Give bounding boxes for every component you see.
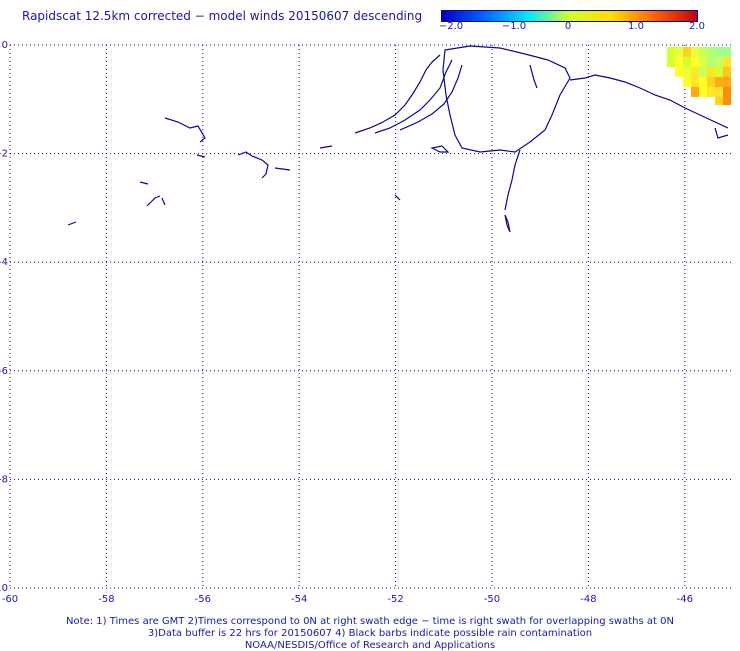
note-line-2: 3)Data buffer is 22 hrs for 20150607 4) … (147, 628, 593, 639)
y-tick-label: -8 (0, 474, 8, 485)
tick-labels: -60 -58 -56 -54 -52 -50 -48 -46 0 -2 -4 -6 -8 -10 (0, 40, 693, 605)
y-tick-label: -10 (0, 583, 8, 594)
gridlines (9, 44, 733, 589)
coastlines (67, 45, 729, 233)
x-tick-label: -60 (2, 594, 18, 605)
x-tick-label: -58 (98, 594, 114, 605)
colorbar-label: −2.0 (438, 21, 464, 32)
y-tick-label: 0 (2, 40, 8, 51)
y-tick-label: -4 (0, 257, 8, 268)
wind-difference-swath (667, 47, 731, 105)
y-tick-label: -6 (0, 366, 8, 377)
colorbar-label: 1.0 (628, 21, 644, 32)
colorbar-label: −1.0 (501, 21, 527, 32)
chart-title: Rapidscat 12.5km corrected − model winds… (22, 9, 423, 23)
x-tick-label: -46 (677, 594, 693, 605)
colorbar-label: 2.0 (689, 21, 705, 32)
x-tick-label: -52 (387, 594, 403, 605)
x-tick-label: -50 (484, 594, 500, 605)
colorbar-label: 0 (564, 21, 572, 32)
x-tick-label: -54 (291, 594, 307, 605)
x-tick-label: -48 (580, 594, 596, 605)
y-tick-label: -2 (0, 149, 8, 160)
x-tick-label: -56 (195, 594, 211, 605)
note-line-1: Note: 1) Times are GMT 2)Times correspon… (66, 616, 674, 627)
note-line-3: NOAA/NESDIS/Office of Research and Appli… (244, 640, 496, 651)
colorbar (441, 10, 698, 22)
